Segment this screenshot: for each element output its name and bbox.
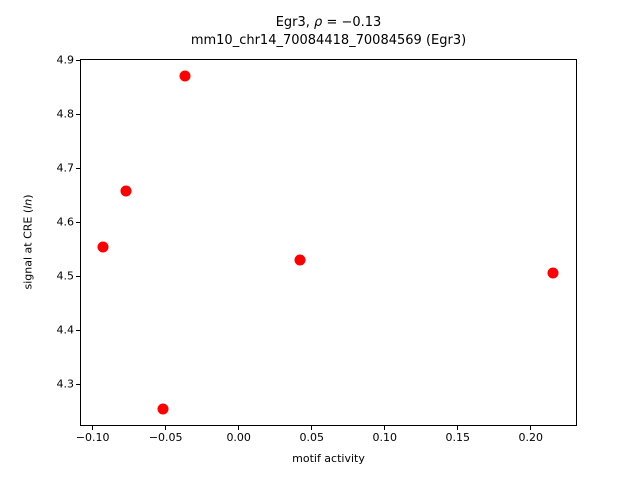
y-axis-tick-label: 4.8: [56, 107, 75, 121]
scatter-data-point: [97, 241, 109, 253]
x-axis-tick-label: 0.05: [299, 431, 324, 444]
x-axis-tick-label: 0.10: [372, 431, 397, 444]
x-axis-tick-mark: [530, 426, 532, 430]
y-axis-label-text: signal at CRE (: [21, 208, 35, 290]
x-axis-tick-label: 0.15: [445, 431, 470, 444]
scatter-data-point: [547, 267, 559, 279]
x-axis-tick-mark: [384, 426, 386, 430]
chart-title-rho-symbol: ρ: [314, 15, 323, 30]
chart-title-block: Egr3, ρ = −0.13 mm10_chr14_70084418_7008…: [80, 14, 577, 49]
y-axis-tick-label: 4.5: [56, 269, 75, 283]
y-axis-tick-label: 4.4: [56, 323, 75, 337]
x-axis-tick-label: 0.20: [518, 431, 543, 444]
scatter-data-point: [120, 185, 132, 197]
y-axis-label-ln: ln: [21, 198, 35, 209]
plot-area: −0.10 −0.05 0.00 0.05 0.10 0.15 0.20 4.3 4.4 4.5 4…: [57, 54, 577, 444]
y-axis-label-close-paren: ): [21, 194, 35, 199]
y-axis-tick-mark: [76, 167, 80, 169]
x-axis-tick-mark: [92, 426, 94, 430]
y-axis-tick-mark: [76, 275, 80, 277]
x-axis-tick-mark: [165, 426, 167, 430]
x-axis-tick-label: −0.10: [75, 431, 110, 444]
x-axis-tick-label: −0.05: [148, 431, 183, 444]
x-axis-tick-mark: [457, 426, 459, 430]
y-axis-tick-label: 4.6: [56, 215, 75, 229]
y-axis-tick-mark: [76, 113, 80, 115]
y-axis-tick-label: 4.7: [56, 161, 75, 175]
x-axis-tick-mark: [238, 426, 240, 430]
chart-title-correlation-value: = −0.13: [322, 15, 382, 30]
scatter-data-point: [294, 254, 306, 266]
chart-title-text: Egr3,: [275, 15, 315, 30]
y-axis-tick-mark: [76, 59, 80, 61]
x-axis-label: motif activity: [292, 452, 365, 465]
y-axis-label: signal at CRE (ln): [22, 195, 35, 290]
y-axis-tick-mark: [76, 383, 80, 385]
x-axis-tick-mark: [311, 426, 313, 430]
y-axis-tick-mark: [76, 221, 80, 223]
y-axis-tick-label: 4.9: [56, 53, 75, 67]
chart-subtitle: mm10_chr14_70084418_70084569 (Egr3): [190, 32, 467, 48]
x-axis-tick-label: 0.00: [226, 431, 251, 444]
y-axis-tick-label: 4.3: [56, 377, 75, 391]
y-axis-tick-mark: [76, 329, 80, 331]
chart-title: Egr3, ρ = −0.13: [80, 14, 577, 32]
scatter-data-point: [179, 70, 191, 82]
scatter-data-point: [157, 403, 169, 415]
